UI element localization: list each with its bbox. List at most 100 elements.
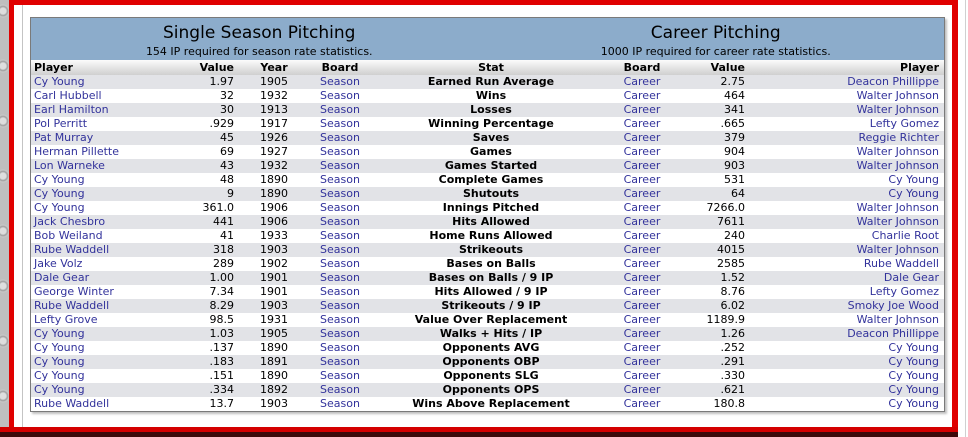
career-board-link[interactable]: Career: [623, 75, 661, 88]
season-board-link[interactable]: Season: [320, 355, 360, 368]
season-board-link[interactable]: Season: [320, 369, 360, 382]
season-player-link[interactable]: Lon Warneke: [34, 159, 105, 172]
career-board-link[interactable]: Career: [623, 103, 661, 116]
career-board-link[interactable]: Career: [623, 243, 661, 256]
season-player-link[interactable]: Cy Young: [34, 369, 85, 382]
season-player-link[interactable]: Cy Young: [34, 187, 85, 200]
season-player-link[interactable]: Cy Young: [34, 201, 85, 214]
career-player-link[interactable]: Walter Johnson: [856, 215, 939, 228]
career-player-link[interactable]: Charlie Root: [871, 229, 939, 242]
career-player-link[interactable]: Cy Young: [888, 383, 939, 396]
career-player-link[interactable]: Cy Young: [888, 187, 939, 200]
season-board-link[interactable]: Season: [320, 103, 360, 116]
career-board-link[interactable]: Career: [623, 299, 661, 312]
season-board-link[interactable]: Season: [320, 299, 360, 312]
career-board-link[interactable]: Career: [623, 89, 661, 102]
career-board-link[interactable]: Career: [623, 397, 661, 410]
career-board-link[interactable]: Career: [623, 271, 661, 284]
season-player-link[interactable]: Lefty Grove: [34, 313, 98, 326]
career-board-link[interactable]: Career: [623, 145, 661, 158]
career-player-link[interactable]: Walter Johnson: [856, 313, 939, 326]
season-board-link[interactable]: Season: [320, 145, 360, 158]
career-value: .252: [720, 341, 746, 354]
career-player-link[interactable]: Deacon Phillippe: [847, 327, 939, 340]
career-board-link[interactable]: Career: [623, 117, 661, 130]
season-board-link[interactable]: Season: [320, 229, 360, 242]
season-board-link[interactable]: Season: [320, 173, 360, 186]
career-board-link[interactable]: Career: [623, 187, 661, 200]
career-board-link[interactable]: Career: [623, 383, 661, 396]
career-player-link[interactable]: Cy Young: [888, 173, 939, 186]
career-player-link[interactable]: Rube Waddell: [863, 257, 939, 270]
season-player-link[interactable]: Cy Young: [34, 75, 85, 88]
career-player-link[interactable]: Walter Johnson: [856, 243, 939, 256]
season-board-link[interactable]: Season: [320, 131, 360, 144]
season-player-link[interactable]: Herman Pillette: [34, 145, 120, 158]
season-board-link[interactable]: Season: [320, 159, 360, 172]
season-player-link[interactable]: Jake Volz: [34, 257, 83, 270]
career-player-link[interactable]: Smoky Joe Wood: [847, 299, 939, 312]
career-player-link[interactable]: Cy Young: [888, 355, 939, 368]
season-board-link[interactable]: Season: [320, 271, 360, 284]
season-board-link[interactable]: Season: [320, 201, 360, 214]
career-player-link[interactable]: Deacon Phillippe: [847, 75, 939, 88]
season-board-link[interactable]: Season: [320, 257, 360, 270]
career-board-link[interactable]: Career: [623, 369, 661, 382]
season-player-link[interactable]: Pat Murray: [34, 131, 94, 144]
career-board-link[interactable]: Career: [623, 285, 661, 298]
season-board-link[interactable]: Season: [320, 313, 360, 326]
career-player-link[interactable]: Cy Young: [888, 397, 939, 410]
season-board-link[interactable]: Season: [320, 397, 360, 410]
season-board-link[interactable]: Season: [320, 117, 360, 130]
career-player-link[interactable]: Walter Johnson: [856, 201, 939, 214]
career-board-link[interactable]: Career: [623, 173, 661, 186]
season-player-link[interactable]: Cy Young: [34, 173, 85, 186]
season-board-link[interactable]: Season: [320, 215, 360, 228]
career-player-link[interactable]: Walter Johnson: [856, 103, 939, 116]
career-board-link[interactable]: Career: [623, 229, 661, 242]
season-player-link[interactable]: Cy Young: [34, 383, 85, 396]
career-board-link[interactable]: Career: [623, 159, 661, 172]
career-board-link[interactable]: Career: [623, 257, 661, 270]
season-year: 1902: [260, 257, 288, 270]
season-board-link[interactable]: Season: [320, 75, 360, 88]
career-board-link[interactable]: Career: [623, 327, 661, 340]
career-board-link[interactable]: Career: [623, 355, 661, 368]
stat-name: Bases on Balls: [446, 257, 536, 270]
season-player-link[interactable]: Rube Waddell: [34, 299, 110, 312]
career-board-link[interactable]: Career: [623, 215, 661, 228]
career-player-link[interactable]: Cy Young: [888, 341, 939, 354]
season-player-link[interactable]: Bob Weiland: [34, 229, 103, 242]
season-board-link[interactable]: Season: [320, 89, 360, 102]
season-player-link[interactable]: Rube Waddell: [34, 243, 110, 256]
career-player-link[interactable]: Reggie Richter: [858, 131, 939, 144]
career-player-link[interactable]: Walter Johnson: [856, 89, 939, 102]
career-player-link[interactable]: Cy Young: [888, 369, 939, 382]
season-player-link[interactable]: Cy Young: [34, 355, 85, 368]
career-board-link[interactable]: Career: [623, 131, 661, 144]
career-player-link[interactable]: Lefty Gomez: [869, 117, 939, 130]
career-player-link[interactable]: Lefty Gomez: [869, 285, 939, 298]
career-player-link[interactable]: Dale Gear: [883, 271, 939, 284]
season-player-link[interactable]: Cy Young: [34, 341, 85, 354]
career-value: 240: [724, 229, 745, 242]
season-player-link[interactable]: Dale Gear: [34, 271, 90, 284]
season-board-link[interactable]: Season: [320, 285, 360, 298]
career-board-link[interactable]: Career: [623, 201, 661, 214]
season-board-link[interactable]: Season: [320, 341, 360, 354]
career-player-link[interactable]: Walter Johnson: [856, 145, 939, 158]
career-board-link[interactable]: Career: [623, 313, 661, 326]
season-board-link[interactable]: Season: [320, 383, 360, 396]
season-board-link[interactable]: Season: [320, 243, 360, 256]
career-board-link[interactable]: Career: [623, 341, 661, 354]
season-player-link[interactable]: Cy Young: [34, 327, 85, 340]
season-player-link[interactable]: Earl Hamilton: [34, 103, 109, 116]
season-player-link[interactable]: Pol Perritt: [34, 117, 88, 130]
season-player-link[interactable]: George Winter: [34, 285, 114, 298]
season-player-link[interactable]: Jack Chesbro: [34, 215, 106, 228]
season-board-link[interactable]: Season: [320, 327, 360, 340]
season-board-link[interactable]: Season: [320, 187, 360, 200]
season-player-link[interactable]: Carl Hubbell: [34, 89, 102, 102]
career-player-link[interactable]: Walter Johnson: [856, 159, 939, 172]
season-player-link[interactable]: Rube Waddell: [34, 397, 110, 410]
